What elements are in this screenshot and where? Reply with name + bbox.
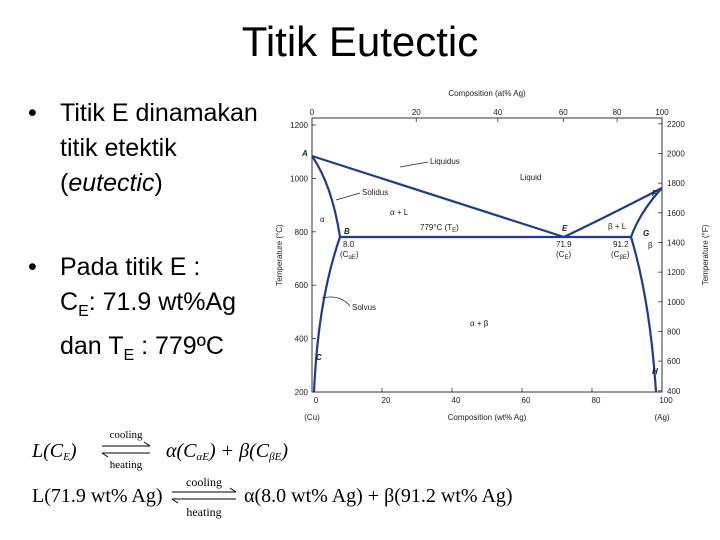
solidus-alpha xyxy=(311,155,342,238)
arrow-label: heating xyxy=(110,459,143,471)
tick-label: 40 xyxy=(452,396,461,405)
equation: α(CαE) + β(CβE) xyxy=(166,440,288,463)
tick-label: 80 xyxy=(613,108,622,117)
point-label: F xyxy=(652,189,658,198)
phase-boundaries xyxy=(311,154,663,393)
point-label: H xyxy=(652,367,658,376)
region-label: α + β xyxy=(470,319,489,328)
region-label: β xyxy=(648,241,653,250)
point-label: B xyxy=(344,227,350,236)
region-label: α xyxy=(320,215,325,224)
equation: α(8.0 wt% Ag) + β(91.2 wt% Ag) xyxy=(244,485,513,507)
tick-label: 200 xyxy=(295,388,309,397)
tick-label: 600 xyxy=(667,357,681,366)
text: E xyxy=(123,347,135,364)
tick-label: 800 xyxy=(295,228,309,237)
arrows xyxy=(101,441,237,504)
tick-label: 600 xyxy=(295,281,309,290)
solvus-alpha xyxy=(312,236,342,393)
composition-name: (CE) xyxy=(556,250,571,261)
plot-frame xyxy=(311,117,663,393)
axis-title: Composition (at% Ag) xyxy=(448,89,526,98)
text: dan T xyxy=(60,332,124,360)
tick-label: 1000 xyxy=(667,298,685,307)
tick-label: 80 xyxy=(592,396,601,405)
bullet-line: Titik E dinamakan xyxy=(60,99,258,127)
composition-value: 91.2 xyxy=(613,240,629,249)
bullet-line: titik etektik xyxy=(60,134,177,162)
tick-label: 400 xyxy=(667,387,681,396)
curve-label: Solvus xyxy=(352,303,376,312)
tick-label: 1200 xyxy=(667,268,685,277)
tick-label: 400 xyxy=(295,335,309,344)
points: A B C E F G H xyxy=(301,149,658,376)
region-label: β + L xyxy=(608,222,627,231)
tick-label: 0 xyxy=(310,108,315,117)
arrow-label: heating xyxy=(186,505,221,519)
leaders xyxy=(321,161,429,307)
curve-label: Solidus xyxy=(362,188,388,197)
tick-label: 1600 xyxy=(667,209,685,218)
liquidus xyxy=(311,154,663,239)
end-label: (Ag) xyxy=(654,413,669,422)
tick-label: 60 xyxy=(559,108,568,117)
point-label: C xyxy=(316,353,322,362)
text: eutectic xyxy=(68,169,155,197)
tick-label: 100 xyxy=(655,108,669,117)
ticks: 0 20 40 60 80 1000 20 40 60 80 1002004006008001000… xyxy=(290,108,685,405)
equation: L(71.9 wt% Ag) xyxy=(32,485,163,507)
composition-value: 71.9 xyxy=(556,240,572,249)
point-label: E xyxy=(562,224,568,233)
point-label: G xyxy=(643,229,649,238)
tick-label: 20 xyxy=(382,396,391,405)
slide-title: Titik Eutectic xyxy=(241,18,479,65)
tick-label: 2200 xyxy=(667,120,685,129)
bullet: • Pada titik E : CE: 71.9 wt%Ag dan TE :… xyxy=(28,250,236,373)
tick-label: 1000 xyxy=(290,174,308,183)
text: : 71.9 wt%Ag xyxy=(88,288,237,316)
solvus-beta xyxy=(629,236,658,393)
text: E xyxy=(78,303,89,320)
bullet: • Titik E dinamakan titik etektik (eutec… xyxy=(28,96,258,201)
tick-label: 40 xyxy=(493,108,502,117)
tick-label: 1800 xyxy=(667,179,685,188)
tick-label: 1200 xyxy=(290,121,308,130)
text: : 779ºC xyxy=(134,332,224,360)
axis-title: Temperature (°C) xyxy=(275,224,284,286)
tick-label: 1400 xyxy=(667,238,685,247)
end-label: (Cu) xyxy=(304,413,320,422)
composition-value: 8.0 xyxy=(343,240,355,249)
region-label: α + L xyxy=(390,208,409,217)
point-label: A xyxy=(301,149,308,158)
arrow-label: cooling xyxy=(110,429,143,441)
axis-title: Temperature (°F) xyxy=(701,224,710,285)
tick-label: 0 xyxy=(314,396,319,405)
curve-label: Liquidus xyxy=(430,157,460,166)
text: ) xyxy=(154,169,163,197)
solidus-beta xyxy=(629,187,663,238)
tick-label: 60 xyxy=(522,396,531,405)
axis-title: Composition (wt% Ag) xyxy=(448,413,527,422)
tick-label: 20 xyxy=(412,108,421,117)
tick-label: 2000 xyxy=(667,149,685,158)
bullet-line: Pada titik E : xyxy=(60,253,201,281)
arrow-label: cooling xyxy=(186,475,222,489)
text: C xyxy=(60,288,79,316)
region-label: Liquid xyxy=(520,173,541,182)
tick-label: 100 xyxy=(659,396,673,405)
composition-name: (CβE) xyxy=(611,250,630,261)
composition-name: (CαE) xyxy=(340,250,359,261)
text: ( xyxy=(60,169,69,197)
equation: L(CE) xyxy=(31,440,77,463)
eutectic-label: 779°C (TE) xyxy=(420,223,459,234)
tick-label: 800 xyxy=(667,327,681,336)
